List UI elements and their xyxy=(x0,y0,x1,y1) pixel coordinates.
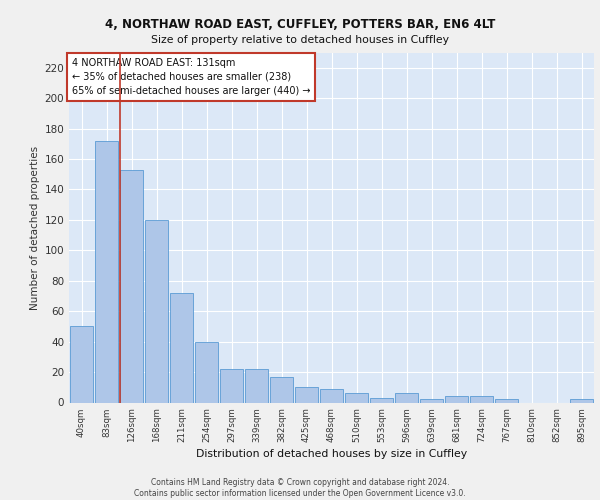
Bar xyxy=(295,388,318,402)
Bar xyxy=(445,396,468,402)
Bar xyxy=(395,394,418,402)
Text: Contains HM Land Registry data © Crown copyright and database right 2024.
Contai: Contains HM Land Registry data © Crown c… xyxy=(134,478,466,498)
Bar xyxy=(195,342,218,402)
Bar xyxy=(270,376,293,402)
Bar xyxy=(420,400,443,402)
Text: 4 NORTHAW ROAD EAST: 131sqm
← 35% of detached houses are smaller (238)
65% of se: 4 NORTHAW ROAD EAST: 131sqm ← 35% of det… xyxy=(71,58,310,96)
Text: Size of property relative to detached houses in Cuffley: Size of property relative to detached ho… xyxy=(151,35,449,45)
Bar xyxy=(220,369,243,402)
Bar xyxy=(95,141,118,403)
X-axis label: Distribution of detached houses by size in Cuffley: Distribution of detached houses by size … xyxy=(196,449,467,459)
Bar xyxy=(495,400,518,402)
Bar xyxy=(245,369,268,402)
Bar xyxy=(70,326,93,402)
Y-axis label: Number of detached properties: Number of detached properties xyxy=(30,146,40,310)
Bar xyxy=(145,220,168,402)
Bar xyxy=(370,398,393,402)
Text: 4, NORTHAW ROAD EAST, CUFFLEY, POTTERS BAR, EN6 4LT: 4, NORTHAW ROAD EAST, CUFFLEY, POTTERS B… xyxy=(105,18,495,30)
Bar xyxy=(170,293,193,403)
Bar xyxy=(570,400,593,402)
Bar xyxy=(320,389,343,402)
Bar xyxy=(345,394,368,402)
Bar xyxy=(120,170,143,402)
Bar xyxy=(470,396,493,402)
